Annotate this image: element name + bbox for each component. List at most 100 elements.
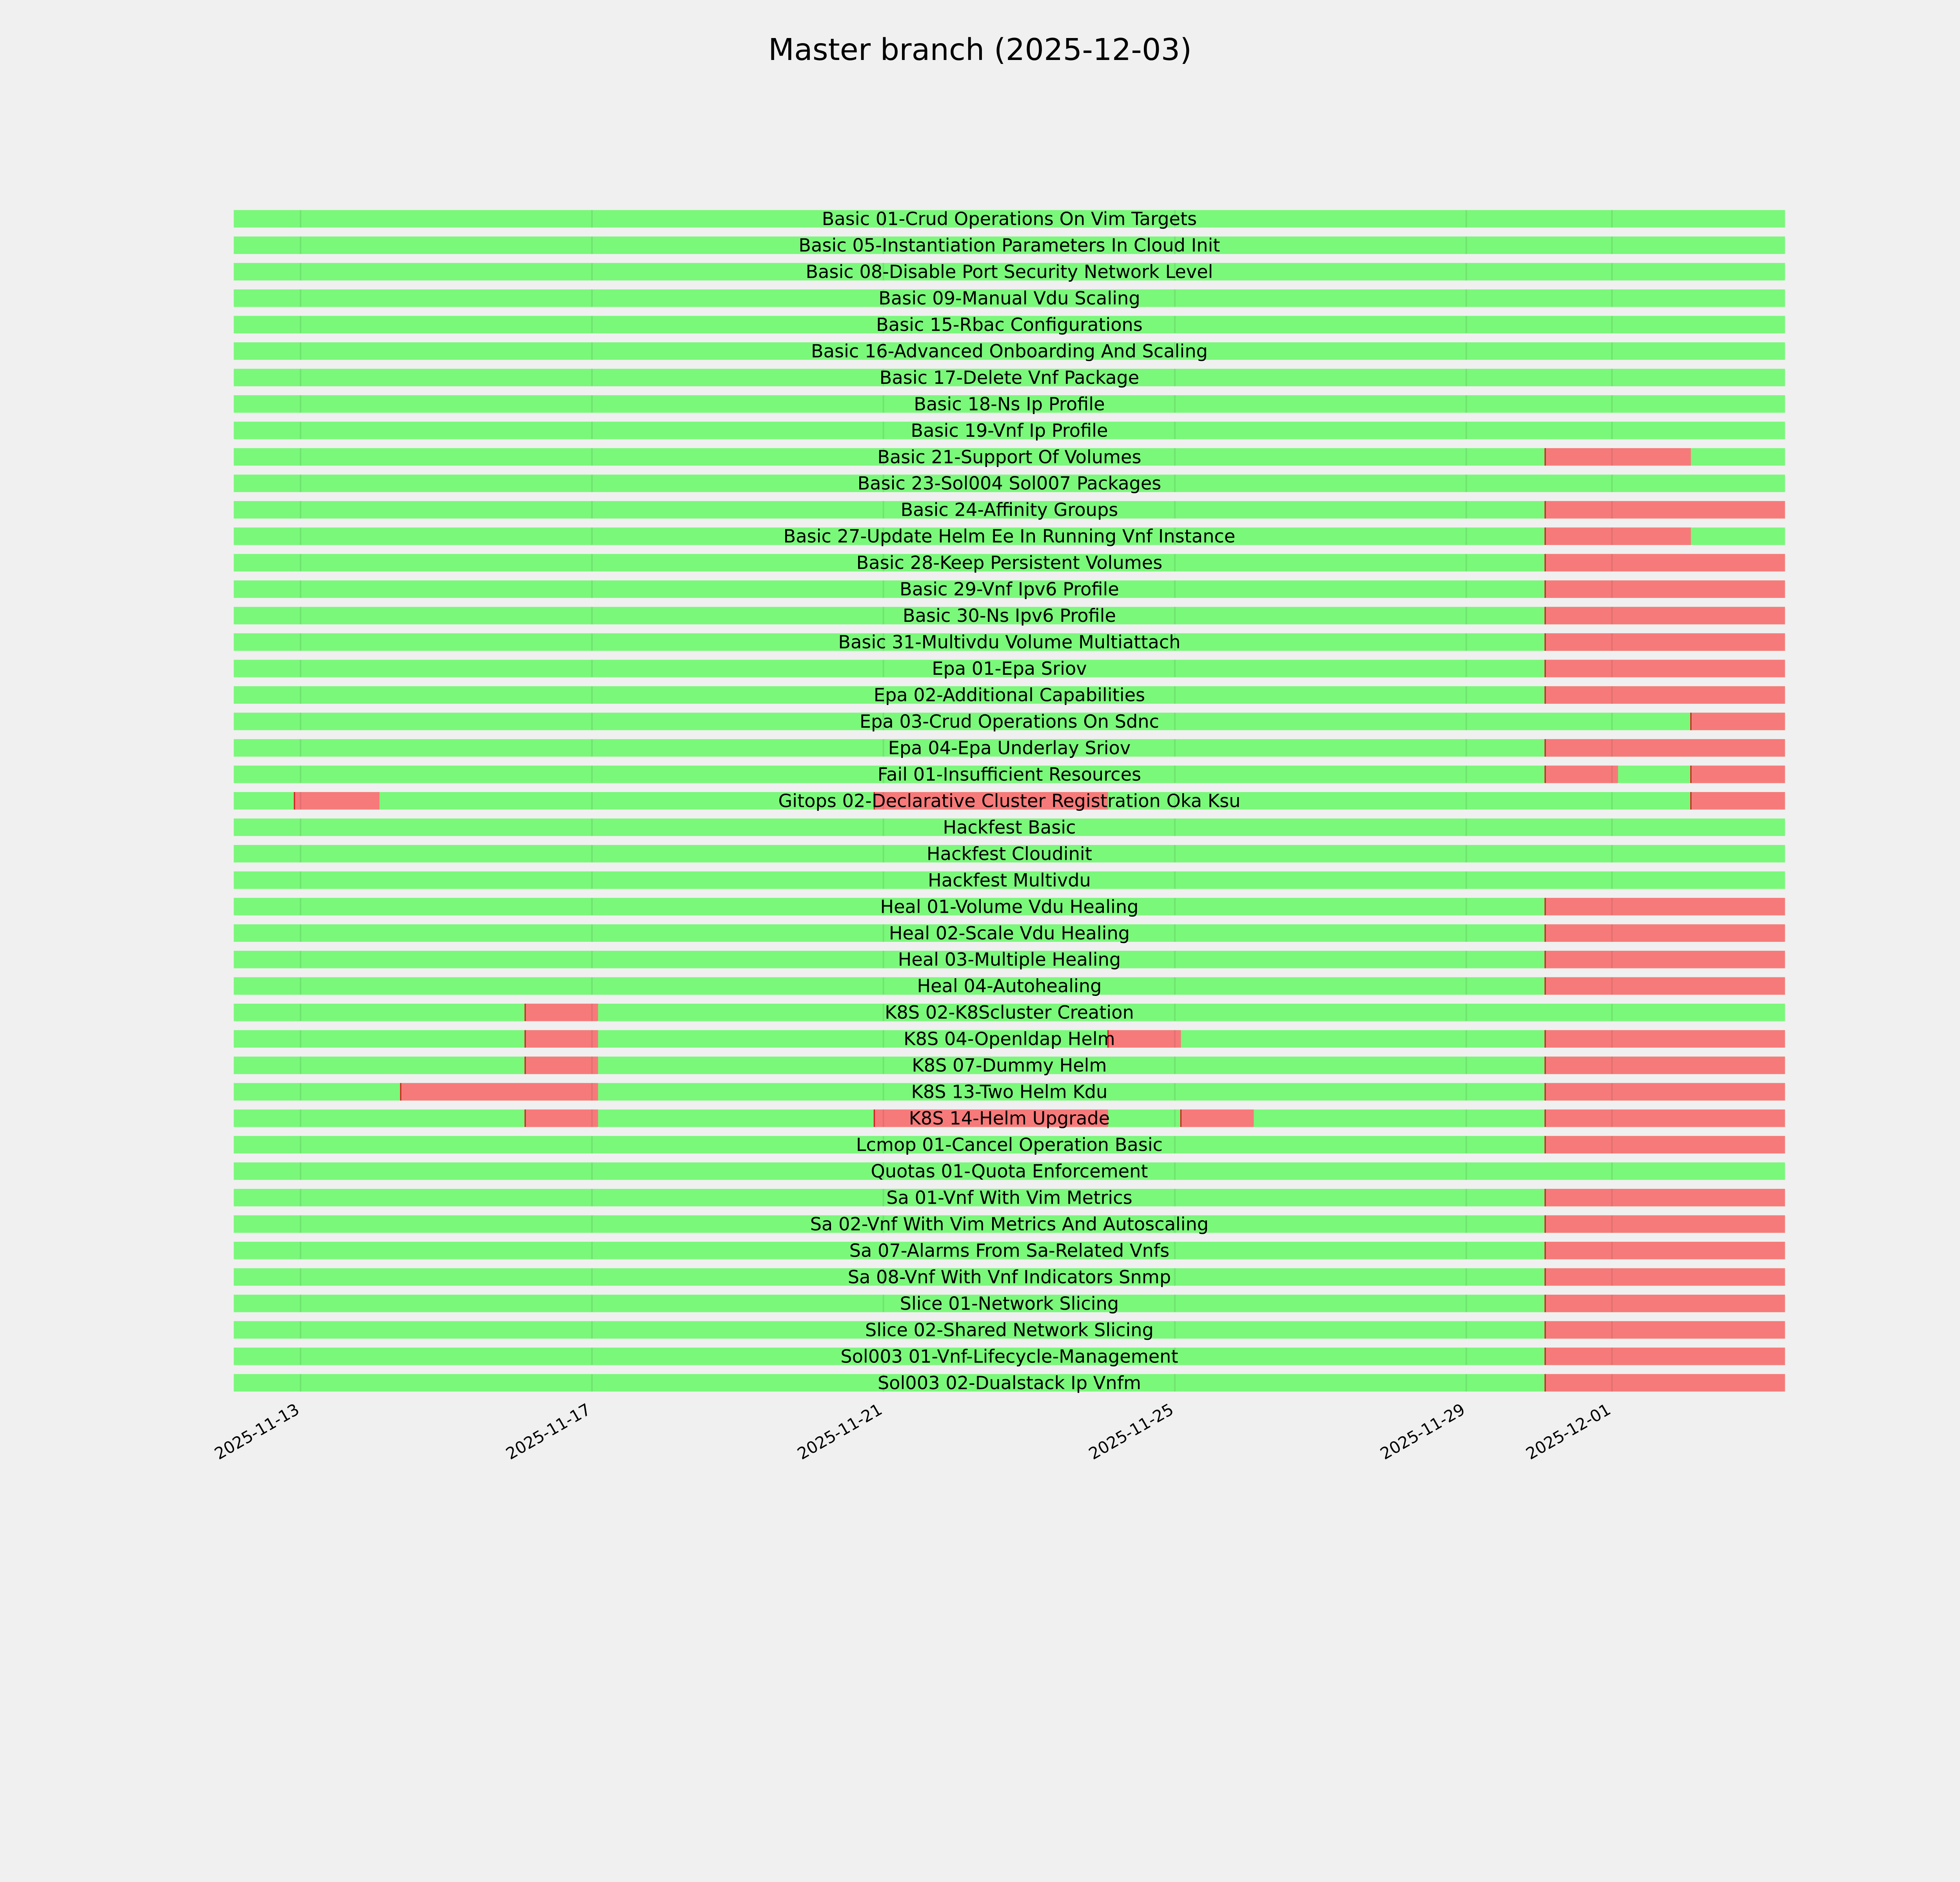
pass-segment	[234, 1136, 1785, 1154]
fail-segment	[1181, 1109, 1254, 1127]
pass-segment	[234, 1215, 1785, 1233]
row-label: Epa 01-Epa Sriov	[932, 658, 1087, 679]
fail-segment	[1545, 501, 1785, 519]
row-bar	[234, 1347, 1785, 1365]
row-label: Gitops 02-Declarative Cluster Registrati…	[778, 790, 1240, 811]
fail-segment	[525, 1109, 598, 1127]
fail-segment	[294, 792, 380, 810]
fail-segment	[1545, 1083, 1785, 1101]
fail-segment	[1545, 977, 1785, 995]
pass-segment	[234, 1162, 1785, 1180]
row-bar	[234, 845, 1785, 863]
pass-segment	[234, 607, 1785, 625]
fail-segment	[1545, 1321, 1785, 1339]
row-bar	[234, 924, 1785, 942]
fail-segment	[1545, 1242, 1785, 1259]
row-bar	[234, 977, 1785, 995]
row-label: Heal 04-Autohealing	[917, 976, 1102, 997]
row-label: Basic 15-Rbac Configurations	[876, 314, 1143, 335]
row-bar	[234, 554, 1785, 572]
row-bar	[234, 607, 1785, 625]
pass-segment	[234, 316, 1785, 334]
row-bar	[234, 686, 1785, 704]
fail-segment	[525, 1003, 598, 1021]
pass-segment	[234, 739, 1785, 757]
fail-segment	[1545, 1030, 1785, 1048]
row-label: Sa 08-Vnf With Vnf Indicators Snmp	[848, 1266, 1171, 1288]
pass-segment	[234, 633, 1785, 651]
row-bar	[234, 580, 1785, 598]
fail-segment	[874, 1109, 1108, 1127]
fail-segment	[1108, 1030, 1181, 1048]
pass-segment	[234, 924, 1785, 942]
row-label: Epa 02-Additional Capabilities	[874, 685, 1145, 706]
row-label: Hackfest Basic	[943, 817, 1076, 838]
bars	[234, 210, 1785, 1392]
row-label: K8S 13-Two Helm Kdu	[911, 1081, 1107, 1103]
row-label: Basic 23-Sol004 Sol007 Packages	[857, 473, 1161, 494]
row-bar	[234, 1162, 1785, 1180]
row-bar	[234, 369, 1785, 387]
pass-segment	[234, 1268, 1785, 1286]
pass-segment	[234, 501, 1785, 519]
row-label: Basic 21-Support Of Volumes	[877, 446, 1141, 467]
row-label: K8S 07-Dummy Helm	[912, 1055, 1107, 1076]
pass-segment	[234, 448, 1785, 466]
chart-title: Master branch (2025-12-03)	[768, 33, 1192, 67]
fail-segment	[525, 1056, 598, 1074]
row-bar	[234, 448, 1785, 466]
fail-segment	[1545, 1295, 1785, 1312]
row-label: Epa 03-Crud Operations On Sdnc	[860, 711, 1159, 732]
row-label: Heal 01-Volume Vdu Healing	[880, 896, 1138, 917]
pass-segment	[234, 1374, 1785, 1392]
row-bar	[234, 950, 1785, 968]
fail-segment	[1545, 1189, 1785, 1206]
row-bar	[234, 1189, 1785, 1206]
row-bar	[234, 1321, 1785, 1339]
pass-segment	[234, 1295, 1785, 1312]
row-bar	[234, 342, 1785, 360]
row-label: Sa 07-Alarms From Sa-Related Vnfs	[849, 1240, 1170, 1261]
fail-segment	[1545, 739, 1785, 757]
row-bar	[234, 316, 1785, 334]
row-bar	[234, 527, 1785, 545]
pass-segment	[234, 1347, 1785, 1365]
row-bar	[234, 712, 1785, 730]
row-bar	[234, 659, 1785, 678]
row-bar	[234, 871, 1785, 889]
pass-segment	[234, 236, 1785, 254]
fail-segment	[1545, 580, 1785, 598]
row-label: Basic 24-Affinity Groups	[900, 499, 1118, 520]
row-label: Sol003 01-Vnf-Lifecycle-Management	[840, 1346, 1178, 1367]
pass-segment	[234, 1321, 1785, 1339]
fail-segment	[1545, 527, 1691, 545]
pass-segment	[234, 712, 1785, 730]
pass-segment	[234, 818, 1785, 836]
fail-segment	[1545, 924, 1785, 942]
pass-segment	[234, 474, 1785, 492]
pass-segment	[234, 1003, 1785, 1021]
fail-segment	[401, 1083, 598, 1101]
row-bar	[234, 474, 1785, 492]
row-bar	[234, 1109, 1785, 1127]
row-bar	[234, 633, 1785, 651]
row-bar	[234, 1136, 1785, 1154]
fail-segment	[1545, 633, 1785, 651]
pass-segment	[234, 554, 1785, 572]
row-label: Basic 09-Manual Vdu Scaling	[878, 287, 1140, 309]
row-bar	[234, 1030, 1785, 1048]
fail-segment	[1545, 659, 1785, 678]
fail-segment	[1545, 765, 1618, 783]
row-bar	[234, 1242, 1785, 1259]
pass-segment	[234, 871, 1785, 889]
pass-segment	[234, 1189, 1785, 1206]
pass-segment	[234, 1242, 1785, 1259]
row-bar	[234, 263, 1785, 281]
pass-segment	[234, 845, 1785, 863]
row-bar	[234, 818, 1785, 836]
row-label: Basic 17-Delete Vnf Package	[880, 367, 1140, 388]
fail-segment	[1545, 448, 1691, 466]
row-bar	[234, 739, 1785, 757]
fail-segment	[1545, 607, 1785, 625]
row-bar	[234, 395, 1785, 413]
